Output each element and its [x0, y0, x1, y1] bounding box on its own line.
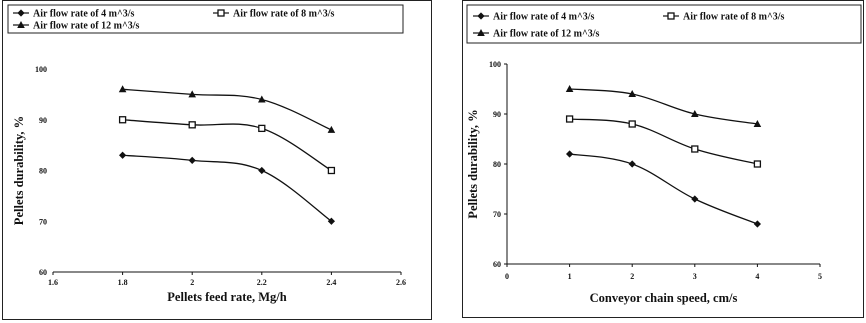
- y-tick-label: 80: [493, 160, 501, 169]
- data-point: [753, 160, 762, 168]
- series-line: [569, 118, 758, 165]
- legend-label: Air flow rate of 8 m^3/s: [233, 9, 335, 20]
- data-point: [691, 195, 699, 203]
- x-tick-label: 4: [755, 272, 759, 281]
- data-point: [327, 166, 336, 175]
- y-tick-label: 60: [493, 260, 501, 269]
- x-tick-label: 5: [818, 272, 822, 281]
- data-point: [628, 120, 636, 128]
- legend-label: Air flow rate of 4 m^3/s: [33, 9, 135, 20]
- legend-label: Air flow rate of 12 m^3/s: [33, 21, 140, 32]
- y-tick-label: 80: [39, 167, 47, 176]
- x-tick-label: 1: [568, 272, 572, 281]
- series-line: [122, 154, 332, 222]
- x-tick-label: 2.6: [396, 278, 406, 287]
- legend-marker: [217, 9, 225, 17]
- data-point: [188, 90, 196, 98]
- y-axis-label: Pellets durability, %: [466, 109, 480, 218]
- legend-box: [466, 4, 862, 44]
- y-axis-label: Pellets durability, %: [12, 116, 26, 225]
- x-axis-label: Pellets feed rate, Mg/h: [167, 290, 286, 304]
- chart-feed-rate: Air flow rate of 4 m^3/s Air flow rate of…: [7, 4, 406, 304]
- series-line: [569, 153, 758, 225]
- data-point: [258, 95, 266, 103]
- x-tick-label: 2.2: [257, 278, 267, 287]
- data-point: [691, 145, 699, 153]
- series-line: [569, 88, 758, 125]
- y-tick-label: 70: [493, 210, 501, 219]
- legend-box: [7, 4, 404, 34]
- data-point: [628, 90, 636, 97]
- y-tick-label: 90: [493, 110, 501, 119]
- x-tick-label: 2: [190, 278, 194, 287]
- data-point: [258, 166, 266, 175]
- data-point: [753, 120, 762, 127]
- y-tick-label: 60: [39, 268, 47, 277]
- legend-label: Air flow rate of 4 m^3/s: [493, 12, 595, 23]
- legend-marker: [477, 29, 485, 36]
- x-tick-label: 2: [630, 272, 634, 281]
- legend-marker: [477, 12, 485, 20]
- data-point: [753, 220, 761, 228]
- y-tick-label: 90: [39, 116, 47, 125]
- legend-label: Air flow rate of 12 m^3/s: [493, 29, 600, 40]
- x-axis-label: Conveyor chain speed, cm/s: [590, 291, 738, 305]
- y-tick-label: 100: [489, 60, 501, 69]
- data-point: [566, 150, 574, 158]
- data-point: [118, 116, 127, 124]
- legend-label: Air flow rate of 8 m^3/s: [683, 12, 785, 23]
- legend-marker: [17, 9, 25, 17]
- x-tick-label: 1.6: [48, 278, 58, 287]
- x-tick-label: 2.4: [326, 278, 336, 287]
- data-point: [565, 85, 574, 92]
- data-point: [628, 160, 636, 168]
- data-point: [119, 151, 127, 159]
- data-point: [565, 115, 574, 123]
- data-point: [258, 124, 266, 133]
- chart-panel-chain-speed: Air flow rate of 4 m^3/s Air flow rate of…: [462, 0, 864, 318]
- x-tick-label: 0: [505, 272, 509, 281]
- data-point: [188, 121, 196, 129]
- series-line: [122, 88, 332, 131]
- series-line: [122, 119, 332, 172]
- chart-chain-speed: Air flow rate of 4 m^3/s Air flow rate of…: [466, 4, 862, 305]
- legend-marker: [667, 12, 675, 20]
- x-tick-label: 1.8: [118, 278, 128, 287]
- legend-marker: [17, 21, 25, 28]
- data-point: [327, 217, 335, 225]
- x-tick-label: 3: [693, 272, 697, 281]
- chart-panel-feed-rate: Air flow rate of 4 m^3/s Air flow rate of…: [2, 0, 432, 320]
- y-tick-label: 100: [35, 65, 47, 74]
- data-point: [691, 110, 699, 117]
- data-point: [118, 85, 127, 93]
- data-point: [188, 156, 196, 164]
- y-tick-label: 70: [39, 217, 47, 226]
- data-point: [327, 125, 336, 133]
